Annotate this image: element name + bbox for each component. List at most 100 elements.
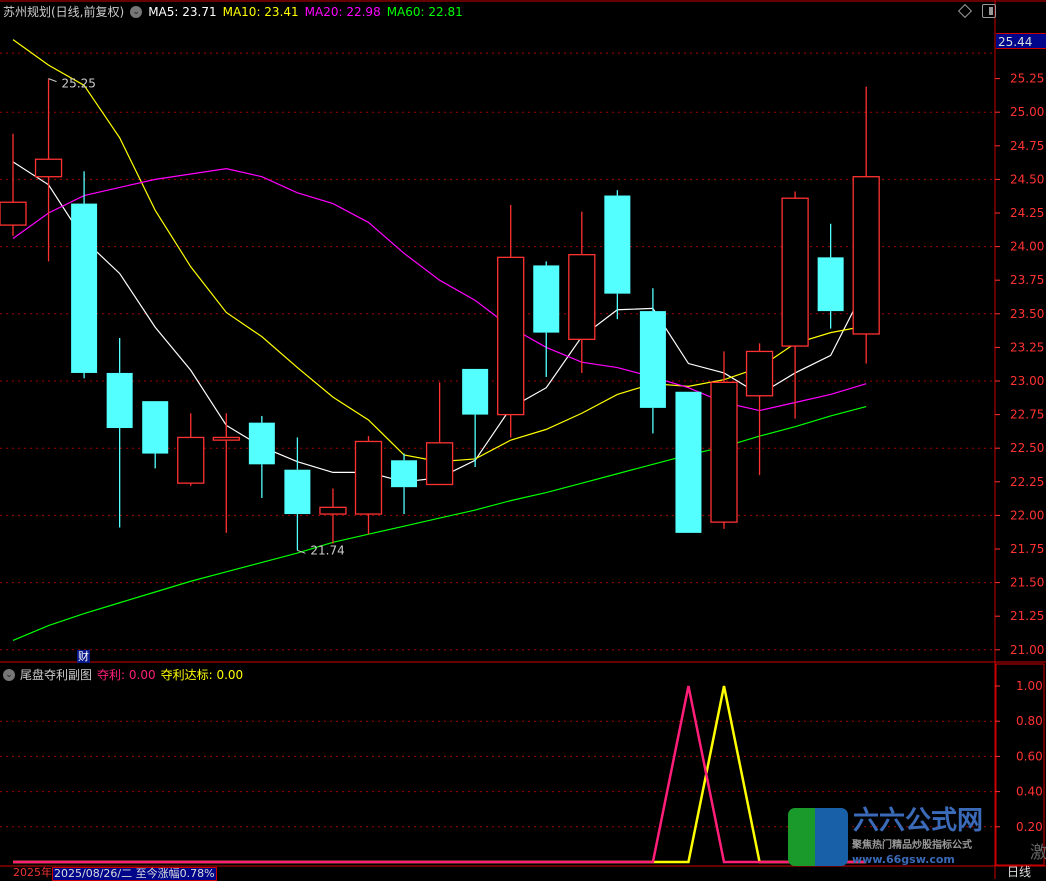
candle-body [675, 391, 702, 533]
candle [817, 223, 844, 329]
y-tick-label: 22.00 [1010, 508, 1044, 522]
candle [710, 351, 738, 529]
y-tick-label: 24.75 [1010, 139, 1044, 153]
candle-body [852, 176, 880, 335]
candle-body [710, 381, 738, 523]
candle-body [391, 460, 418, 488]
candle [284, 437, 311, 551]
candle-body [781, 197, 809, 347]
candle [177, 413, 205, 486]
sub-y-tick-label: 0.20 [1016, 820, 1043, 834]
candle-body [604, 195, 631, 294]
candle-body [533, 265, 560, 333]
duoli-legend: 夺利: 0.00 [97, 668, 156, 682]
year-label: 2025年 [13, 866, 52, 879]
main-chart-header: 苏州规划(日线,前复权) ⌄ MA5: 23.71 MA10: 23.41 MA… [3, 3, 463, 20]
candle-body [177, 436, 205, 484]
panel-toggle-icon[interactable] [982, 4, 996, 18]
logo-url: www.66gsw.com [852, 853, 955, 866]
candle [675, 391, 702, 533]
ma60-legend: MA60: 22.81 [386, 4, 463, 19]
candle [34, 78, 63, 262]
price-annotation: 25.25 [62, 77, 96, 91]
y-tick-label: 22.50 [1010, 441, 1044, 455]
candle-body [142, 401, 169, 454]
y-tick-label: 23.25 [1010, 340, 1044, 354]
candle-body [745, 350, 774, 397]
candle [604, 190, 631, 320]
candle [425, 382, 454, 486]
finance-marker[interactable]: 财 [77, 650, 90, 663]
y-tick-label: 24.50 [1010, 172, 1044, 186]
sub-line-duoli-dabiao [13, 685, 867, 864]
candle-body [639, 311, 666, 408]
candle-body [319, 506, 347, 515]
candle-body [497, 256, 525, 416]
candle-body [71, 203, 98, 373]
candle [533, 261, 560, 377]
ma5-legend: MA5: 23.71 [148, 4, 217, 19]
candle [781, 191, 809, 419]
y-tick-label: 24.00 [1010, 240, 1044, 254]
candle [106, 337, 133, 528]
chart-toolbar [957, 3, 996, 19]
diamond-icon[interactable] [957, 3, 973, 19]
chevron-down-icon[interactable]: ⌄ [3, 668, 15, 681]
chevron-down-icon[interactable]: ⌄ [130, 5, 143, 18]
sub-y-tick-label: 0.80 [1016, 714, 1043, 728]
sub-y-tick-label: 0.60 [1016, 749, 1043, 763]
logo-mark-icon [788, 808, 848, 866]
candle [391, 453, 418, 515]
candle-body [248, 422, 275, 465]
logo-name: 六六公式网 [853, 806, 984, 836]
candle-body [354, 440, 383, 515]
ma10-legend: MA10: 23.41 [222, 4, 299, 19]
logo: 六六公式网 聚焦热门精品炒股指标公式 www.66gsw.com [788, 806, 988, 868]
candle-body [284, 469, 311, 515]
candle-body [0, 201, 27, 226]
current-price-tag: 25.44 [996, 33, 1046, 49]
candle [639, 288, 666, 434]
candle [497, 204, 525, 438]
sub-axis-box [995, 663, 1045, 866]
price-annotation: 21.74 [310, 543, 344, 557]
candle-body [212, 436, 240, 441]
y-tick-label: 21.00 [1010, 643, 1044, 657]
ma20-legend: MA20: 22.98 [304, 4, 381, 19]
candle [248, 415, 275, 498]
candle [462, 368, 489, 468]
candle [745, 343, 774, 476]
logo-slogan: 聚焦热门精品炒股指标公式 [852, 840, 972, 851]
candle [0, 133, 27, 236]
annotation-pointer [48, 78, 57, 83]
y-tick-label: 23.75 [1010, 273, 1044, 287]
candle [212, 413, 240, 533]
y-tick-label: 25.00 [1010, 105, 1044, 119]
candle [319, 488, 347, 544]
candle [568, 211, 596, 373]
sub-panel-title[interactable]: 尾盘夺利副图 [20, 668, 93, 682]
period-label[interactable]: 日线 [1007, 865, 1032, 879]
y-tick-label: 21.25 [1010, 609, 1044, 623]
y-tick-label: 25.25 [1010, 72, 1044, 86]
candle-body [568, 254, 596, 340]
stock-title[interactable]: 苏州规划(日线,前复权) [3, 5, 125, 19]
y-tick-label: 21.75 [1010, 542, 1044, 556]
candle [852, 86, 880, 364]
candle-body [462, 368, 489, 415]
candle [354, 436, 383, 535]
partial-text: 激 [1030, 843, 1046, 863]
annotation-pointer [297, 549, 306, 554]
y-tick-label: 23.50 [1010, 307, 1044, 321]
y-tick-label: 24.25 [1010, 206, 1044, 220]
candle-body [425, 442, 454, 486]
y-tick-label: 23.00 [1010, 374, 1044, 388]
candle [71, 171, 98, 379]
sub-panel-header: ⌄ 尾盘夺利副图 夺利: 0.00 夺利达标: 0.00 [3, 666, 243, 683]
dabiao-legend: 夺利达标: 0.00 [160, 668, 244, 682]
candle-body [34, 158, 63, 178]
sub-line-duoli [13, 685, 867, 864]
sub-y-tick-label: 0.40 [1016, 785, 1043, 799]
y-tick-label: 22.25 [1010, 475, 1044, 489]
